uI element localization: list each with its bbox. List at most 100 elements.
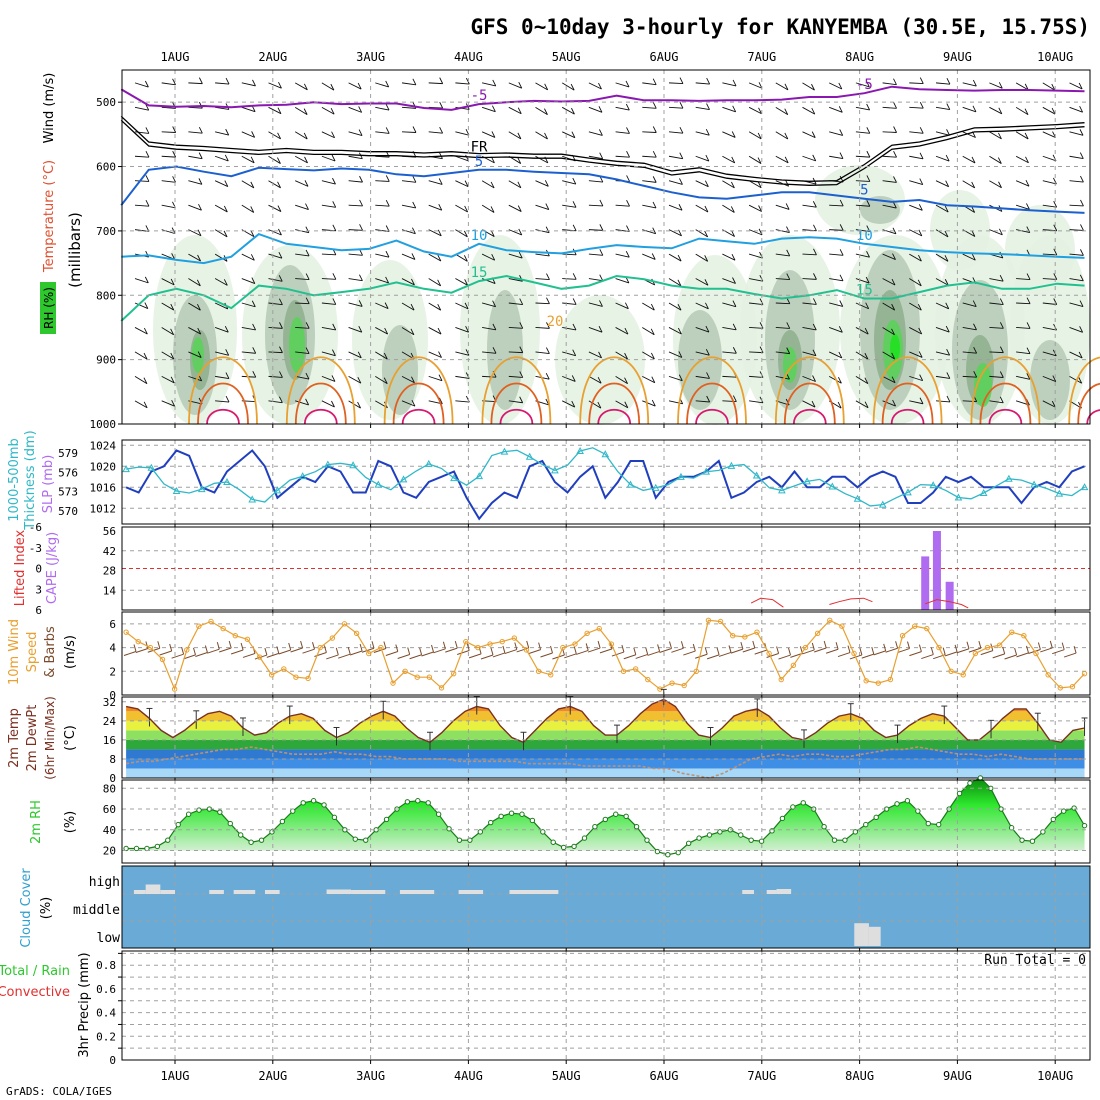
- wind-barb-flag: [490, 647, 494, 656]
- rh-point: [165, 837, 171, 843]
- wind-barb: [588, 131, 603, 136]
- y-tick-label: 600: [96, 161, 116, 174]
- wind-barb-flag: [502, 645, 506, 654]
- rh-shade-patch: [1005, 205, 1075, 295]
- wind-barb: [989, 229, 1003, 236]
- wind-barb: [401, 106, 416, 109]
- high-cloud-segment: [326, 889, 352, 894]
- wind-barb: [241, 302, 256, 308]
- rh-point: [592, 823, 598, 830]
- wind-barb-flag: [572, 349, 577, 356]
- wind-barb-flag: [464, 279, 469, 286]
- wind-barb: [535, 82, 548, 91]
- wind-barb: [642, 204, 657, 209]
- wind-barb-flag: [545, 203, 550, 210]
- wind-barb: [1042, 180, 1057, 185]
- wind-barb: [882, 106, 897, 109]
- thickness-point: [349, 461, 357, 469]
- wind-barb: [295, 204, 309, 211]
- wind-barb: [615, 302, 629, 310]
- wind-barb-flag: [437, 229, 442, 236]
- wind-barb-flag: [250, 181, 255, 189]
- y-tick-label: high: [89, 875, 120, 890]
- wind-speed-point: [596, 625, 602, 632]
- warm-contour: [392, 382, 445, 425]
- wind-speed-point: [475, 644, 481, 651]
- wind-barb: [722, 82, 737, 87]
- thickness-point: [904, 488, 912, 496]
- wind-barb: [321, 106, 335, 115]
- wind-barb-flag: [811, 131, 816, 138]
- wind-barb: [428, 351, 442, 358]
- rh-point: [1040, 829, 1046, 835]
- wind-barb-flag: [919, 77, 924, 84]
- wind-barb-flag: [172, 150, 177, 158]
- wind-barb: [944, 651, 958, 657]
- y-tick-label: 8: [109, 753, 116, 766]
- wind-barb: [1042, 302, 1057, 305]
- rh-shade-patch: [930, 190, 990, 270]
- rh-point: [863, 821, 869, 828]
- high-cloud-segment: [233, 890, 256, 894]
- wind-barb: [647, 650, 660, 656]
- wind-barb: [348, 180, 363, 183]
- wind-barb-flag: [645, 647, 649, 655]
- wind-barb-flag: [865, 276, 870, 284]
- wind-barb-flag: [144, 80, 149, 88]
- wind-barb-flag: [330, 107, 335, 115]
- wind-barb-flag: [250, 230, 255, 237]
- y-tick-label-thickness: 570: [58, 505, 78, 518]
- date-tick-label-bottom: 10AUG: [1037, 1069, 1073, 1083]
- wind-barb-flag: [407, 647, 411, 655]
- high-cloud-segment: [742, 890, 754, 894]
- rh-point: [956, 790, 963, 797]
- wind-barb: [1063, 652, 1077, 658]
- lifted-index-line: [925, 599, 969, 609]
- wind-barb-flag: [279, 371, 283, 378]
- wind-barb: [214, 180, 228, 187]
- wind-barb: [295, 278, 310, 281]
- wind-barb-flag: [919, 101, 924, 109]
- wind-barb: [161, 400, 175, 407]
- wind-barb: [1042, 106, 1056, 115]
- wind-barb-flag: [359, 175, 363, 183]
- wind-barb: [508, 180, 522, 189]
- wind-speed-point: [693, 668, 700, 674]
- wind-barb-flag: [439, 77, 444, 84]
- wind-barb: [385, 651, 398, 657]
- wind-barb: [268, 180, 281, 189]
- rh-point: [633, 823, 640, 830]
- date-tick-label-bottom: 8AUG: [845, 1069, 874, 1083]
- wind-barb: [695, 180, 709, 188]
- wind-speed-point: [996, 642, 1003, 648]
- wind-barb-flag: [491, 131, 496, 138]
- rh-point: [331, 814, 338, 821]
- thickness-point: [601, 450, 610, 458]
- wind-barb: [962, 327, 977, 331]
- wind-barb: [134, 351, 148, 360]
- wind-barb-flag: [866, 251, 870, 258]
- wind-barb: [935, 253, 949, 262]
- wind-barb-flag: [732, 323, 737, 331]
- y-tick-label: 900: [96, 354, 116, 367]
- wind-barb: [802, 106, 815, 115]
- wind-barb: [195, 652, 208, 657]
- wind-barb: [588, 180, 603, 183]
- rh-point: [977, 775, 984, 781]
- wind-barb-flag: [463, 255, 468, 262]
- wind-barb: [401, 327, 415, 336]
- wind-barb: [535, 155, 549, 164]
- y-tick-label: 32: [103, 696, 116, 709]
- rh-point: [967, 780, 973, 786]
- wind-barb: [873, 650, 886, 656]
- rh-point: [529, 817, 536, 824]
- wind-barb: [1042, 82, 1056, 91]
- wind-barb: [935, 327, 950, 333]
- wind-barb: [375, 180, 390, 182]
- wind-barb: [1069, 131, 1084, 136]
- warm-contour: [979, 382, 1032, 425]
- wind-barb: [508, 253, 523, 259]
- wind-barb: [535, 204, 549, 210]
- temperature-contour: [120, 165, 1085, 214]
- y-tick-label: 0: [109, 689, 116, 702]
